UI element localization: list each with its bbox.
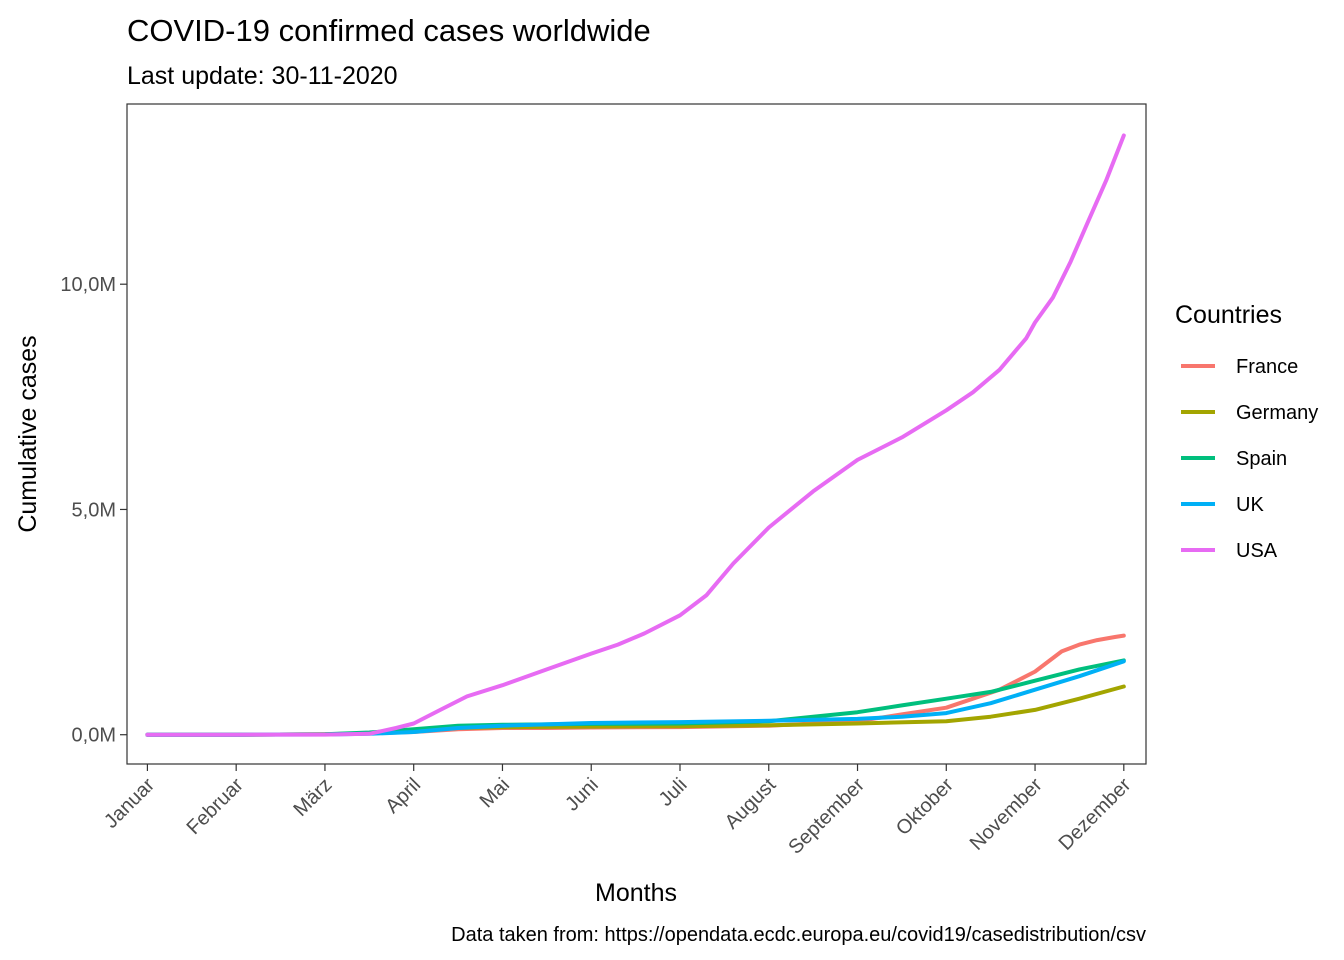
- x-tick-label: Februar: [183, 774, 248, 839]
- x-tick-label: September: [784, 774, 869, 859]
- y-axis: 0,0M 5,0M 10,0M: [60, 274, 127, 747]
- x-tick-label: August: [721, 774, 781, 834]
- legend: Countries France Germany Spain UK USA: [1175, 301, 1318, 562]
- x-tick-label: April: [381, 774, 425, 818]
- x-tick-label: März: [289, 774, 336, 821]
- series-line-usa: [145, 133, 1126, 737]
- chart-subtitle: Last update: 30-11-2020: [127, 62, 398, 90]
- y-tick-label: 5,0M: [72, 499, 116, 521]
- plot-panel: [126, 103, 1147, 765]
- x-tick-label: Mai: [476, 774, 514, 812]
- y-tick-label: 0,0M: [72, 725, 116, 747]
- legend-label-spain: Spain: [1236, 448, 1287, 470]
- y-tick-label: 10,0M: [60, 274, 116, 296]
- x-tick-label: Oktober: [892, 774, 958, 840]
- legend-label-usa: USA: [1236, 540, 1278, 562]
- x-axis-title: Months: [595, 879, 677, 907]
- chart-title: COVID-19 confirmed cases worldwide: [127, 13, 651, 48]
- legend-label-france: France: [1236, 356, 1298, 378]
- x-axis: Januar Februar März April Mai Juni Juli August S…: [100, 764, 1136, 859]
- x-tick-label: Dezember: [1055, 774, 1136, 855]
- legend-label-germany: Germany: [1236, 402, 1318, 424]
- x-tick-label: November: [966, 774, 1047, 855]
- y-axis-title: Cumulative cases: [14, 335, 42, 532]
- legend-title: Countries: [1175, 301, 1282, 329]
- x-tick-label: Juli: [655, 774, 692, 811]
- series-lines: [145, 133, 1126, 737]
- legend-label-uk: UK: [1236, 494, 1264, 516]
- x-tick-label: Juni: [561, 774, 603, 816]
- x-tick-label: Januar: [100, 774, 159, 833]
- chart-caption: Data taken from: https://opendata.ecdc.e…: [451, 924, 1146, 946]
